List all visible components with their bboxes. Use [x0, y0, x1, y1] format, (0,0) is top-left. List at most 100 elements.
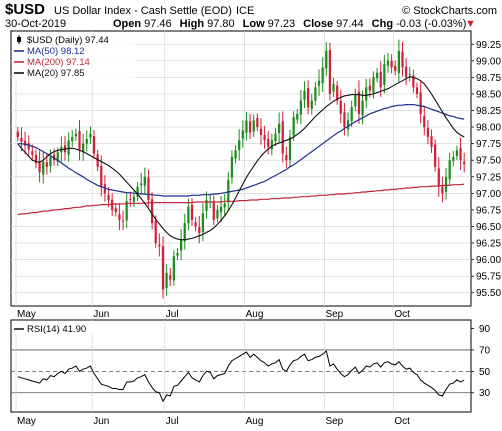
price-y-tick-label: 97.50 — [476, 156, 501, 167]
rsi-legend: RSI(14) 41.90 — [13, 322, 93, 335]
candle-body — [140, 183, 143, 186]
candle — [143, 167, 146, 195]
candle — [317, 69, 321, 96]
candle — [408, 66, 411, 82]
candle — [434, 139, 437, 172]
candle-body — [245, 120, 248, 133]
candle — [179, 229, 183, 261]
candle-body — [78, 131, 81, 151]
candle — [194, 216, 197, 232]
candle — [332, 78, 335, 97]
price-y-tick-label: 97.25 — [476, 172, 501, 183]
rsi-grid — [11, 320, 471, 412]
candle — [158, 233, 161, 257]
candle-body — [212, 201, 215, 220]
candle — [314, 82, 317, 106]
candle — [459, 137, 462, 170]
candle-body — [20, 137, 23, 142]
candle-body — [401, 51, 404, 68]
price-y-tick-label: 96.75 — [476, 205, 501, 216]
candle — [161, 236, 165, 299]
candle-body — [361, 100, 364, 116]
price-x-tick-label: Aug — [246, 309, 264, 320]
candle-body — [285, 155, 288, 161]
candle-body — [423, 116, 426, 128]
rsi-panel: 30 50 70 90 RSI(14) 41.90 — [10, 319, 491, 413]
candle — [448, 152, 451, 186]
candle-body — [201, 213, 205, 233]
candle — [303, 81, 306, 109]
candle-body — [288, 137, 292, 161]
candle-body — [179, 239, 183, 251]
candle-body — [92, 136, 96, 154]
candle-body — [34, 154, 38, 164]
candle — [89, 126, 92, 144]
candle-body — [169, 275, 172, 280]
candle-body — [111, 199, 114, 210]
candle — [404, 58, 408, 86]
legend-swatch-candle-body — [17, 37, 21, 42]
candle-body — [89, 133, 92, 138]
candle — [67, 132, 70, 162]
candle — [107, 186, 110, 208]
candle-body — [354, 93, 357, 107]
candle-body — [230, 156, 234, 178]
price-x-tick-label: Oct — [394, 309, 410, 320]
candle — [245, 111, 248, 141]
candle — [176, 248, 179, 260]
candle — [375, 68, 379, 83]
candle — [198, 216, 201, 244]
candle-body — [339, 100, 342, 114]
candle — [31, 144, 34, 161]
candle — [23, 131, 27, 154]
legend-entry: MA(200) 97.14 — [27, 57, 90, 68]
candle — [365, 78, 368, 109]
rsi-x-tick-label: Jul — [166, 416, 179, 427]
candle-body — [321, 67, 324, 84]
candle-body — [296, 113, 299, 120]
candle-body — [219, 206, 223, 213]
candle-body — [336, 85, 339, 101]
candle — [270, 133, 273, 156]
candle — [415, 82, 419, 99]
ma200-line — [17, 183, 465, 216]
candle-body — [71, 137, 74, 142]
price-y-axis: 95.50 95.75 96.00 96.25 96.50 96.75 97.00 97.25… — [471, 40, 501, 299]
ohlc-label-close: Close — [303, 18, 333, 30]
candle — [267, 130, 270, 155]
rsi-x-tick-label: Jun — [93, 416, 109, 427]
candle-body — [248, 121, 252, 133]
candle — [165, 264, 168, 296]
candle — [71, 130, 74, 148]
candle — [216, 205, 219, 223]
candle-body — [85, 139, 88, 144]
candle — [256, 113, 259, 132]
candle — [92, 130, 96, 159]
candle-body — [452, 156, 455, 162]
candle-body — [267, 138, 270, 147]
price-x-tick-label: Sep — [325, 309, 343, 320]
candle-body — [448, 160, 451, 180]
candle-body — [415, 87, 419, 94]
candle — [78, 120, 81, 161]
rsi-y-tick-label: 30 — [479, 388, 491, 399]
candle — [212, 195, 215, 226]
candle — [321, 57, 324, 93]
candle-body — [419, 92, 422, 114]
candle-body — [154, 220, 157, 244]
price-y-tick-label: 95.75 — [476, 272, 501, 283]
candle-body — [259, 128, 263, 136]
candle-body — [463, 161, 466, 165]
watermark: © StockCharts.com — [402, 5, 497, 17]
candle — [154, 215, 157, 248]
price-y-tick-label: 98.75 — [476, 73, 501, 84]
price-y-tick-label: 97.00 — [476, 189, 501, 200]
instrument-name: US Dollar Index - Cash Settle (EOD) — [54, 5, 232, 17]
candle-body — [252, 120, 255, 132]
candle-body — [49, 156, 52, 167]
candle — [241, 120, 244, 148]
ma50-line — [17, 103, 465, 197]
candle — [386, 52, 390, 73]
candle-body — [277, 123, 281, 133]
candle — [96, 149, 99, 172]
